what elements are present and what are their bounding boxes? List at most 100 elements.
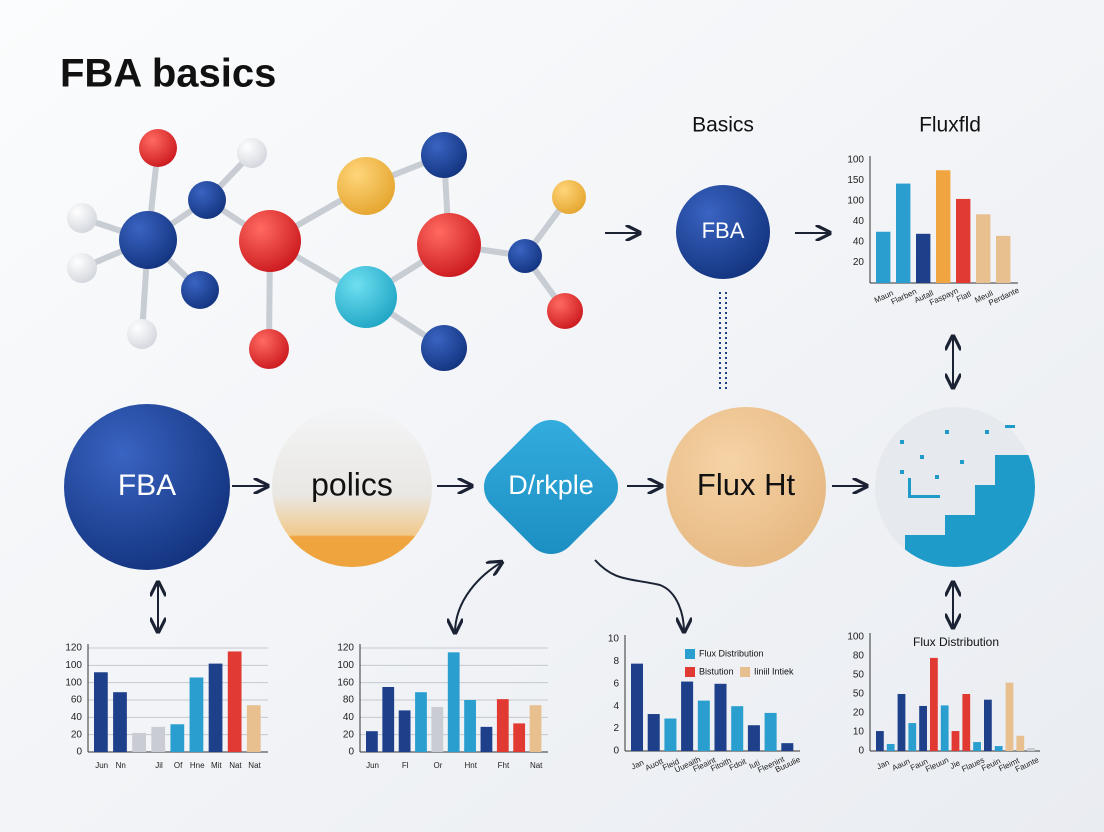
bar bbox=[996, 235, 1011, 283]
x-tick-label: Hne bbox=[190, 761, 205, 770]
x-tick-label: Iuti bbox=[748, 758, 762, 771]
bar bbox=[382, 687, 395, 752]
bar bbox=[747, 725, 760, 751]
bar bbox=[919, 705, 927, 751]
x-tick-label: Jun bbox=[95, 761, 108, 770]
bar bbox=[447, 652, 460, 752]
y-tick-label: 150 bbox=[847, 175, 864, 186]
bar bbox=[664, 718, 677, 751]
y-tick-label: 120 bbox=[65, 643, 82, 654]
y-tick-label: 40 bbox=[343, 712, 355, 723]
bar bbox=[496, 699, 509, 752]
legend-label: Iiniil Intiek bbox=[754, 666, 794, 676]
bar bbox=[513, 723, 526, 752]
top-label: Basics bbox=[692, 114, 754, 137]
bar bbox=[398, 710, 411, 752]
x-tick-label: Nat bbox=[248, 761, 261, 770]
y-tick-label: 100 bbox=[847, 632, 864, 643]
bar bbox=[781, 743, 794, 751]
y-tick-label: 40 bbox=[853, 237, 865, 248]
y-tick-label: 2 bbox=[613, 723, 619, 734]
y-tick-label: 20 bbox=[853, 257, 865, 268]
y-tick-label: 160 bbox=[337, 677, 354, 688]
y-tick-label: 0 bbox=[858, 746, 864, 757]
bar bbox=[886, 743, 895, 751]
bar bbox=[208, 663, 223, 752]
bar bbox=[697, 700, 710, 751]
bar bbox=[631, 663, 644, 751]
bar bbox=[366, 731, 378, 752]
bar bbox=[1005, 682, 1014, 751]
x-tick-label: Hnt bbox=[465, 761, 478, 770]
node-label: polics bbox=[311, 466, 393, 502]
bar bbox=[1016, 735, 1025, 751]
x-tick-label: Mit bbox=[211, 761, 222, 770]
y-tick-label: 20 bbox=[343, 729, 355, 740]
bar bbox=[189, 677, 204, 752]
y-tick-label: 10 bbox=[853, 727, 865, 738]
legend-swatch bbox=[740, 667, 750, 677]
bar bbox=[930, 657, 938, 751]
legend-label: Flux Distribution bbox=[699, 648, 764, 658]
bar bbox=[936, 170, 951, 283]
y-tick-label: 50 bbox=[853, 670, 865, 681]
top-node-label: FBA bbox=[702, 218, 745, 243]
bar bbox=[113, 692, 127, 752]
bar bbox=[647, 714, 660, 751]
y-tick-label: 4 bbox=[613, 701, 619, 712]
bar bbox=[246, 705, 261, 752]
y-tick-label: 50 bbox=[853, 689, 865, 700]
bar bbox=[896, 183, 911, 283]
bar bbox=[227, 651, 242, 752]
y-tick-label: 100 bbox=[65, 660, 82, 671]
x-tick-label: Jil bbox=[155, 761, 163, 770]
page-title: FBA basics bbox=[60, 52, 276, 96]
bar bbox=[876, 231, 891, 283]
y-tick-label: 100 bbox=[337, 660, 354, 671]
y-tick-label: 100 bbox=[65, 677, 82, 688]
x-tick-label: Jun bbox=[366, 761, 379, 770]
y-tick-label: 8 bbox=[613, 656, 619, 667]
bar bbox=[956, 198, 971, 283]
bar bbox=[431, 706, 444, 752]
y-tick-label: 100 bbox=[847, 196, 864, 207]
x-tick-label: Nn bbox=[116, 761, 126, 770]
node bbox=[666, 407, 826, 567]
y-tick-label: 100 bbox=[847, 155, 864, 166]
bar bbox=[480, 726, 493, 752]
bar bbox=[976, 214, 991, 283]
node bbox=[272, 407, 432, 567]
chart-title: Flux Distribution bbox=[913, 635, 999, 649]
bar bbox=[951, 731, 960, 751]
y-tick-label: 40 bbox=[71, 712, 83, 723]
bar bbox=[962, 694, 971, 751]
y-tick-label: 20 bbox=[853, 708, 865, 719]
node-label: FBA bbox=[118, 469, 176, 502]
y-tick-label: 0 bbox=[76, 747, 82, 758]
bar bbox=[984, 699, 992, 751]
y-tick-label: 80 bbox=[853, 651, 865, 662]
top-node bbox=[676, 185, 770, 279]
y-tick-label: 120 bbox=[337, 643, 354, 654]
y-tick-label: 0 bbox=[613, 746, 619, 757]
y-tick-label: 6 bbox=[613, 678, 619, 689]
node-label: Flux Ht bbox=[697, 467, 796, 502]
y-tick-label: 20 bbox=[71, 729, 83, 740]
bar bbox=[132, 732, 146, 752]
bar bbox=[464, 700, 476, 752]
y-tick-label: 80 bbox=[343, 695, 355, 706]
node-label: D/rkple bbox=[508, 470, 594, 500]
bar bbox=[973, 742, 981, 751]
bar bbox=[681, 681, 694, 751]
arrows bbox=[158, 233, 953, 633]
chart-title: Fluxfld bbox=[919, 114, 981, 137]
bar bbox=[916, 233, 931, 283]
legend-swatch bbox=[685, 667, 695, 677]
bar bbox=[897, 694, 906, 751]
x-tick-label: Jie bbox=[948, 758, 962, 771]
bar bbox=[529, 705, 542, 752]
x-tick-label: Or bbox=[434, 761, 443, 770]
bar bbox=[170, 724, 185, 752]
bar bbox=[415, 692, 427, 752]
bar bbox=[94, 672, 108, 752]
